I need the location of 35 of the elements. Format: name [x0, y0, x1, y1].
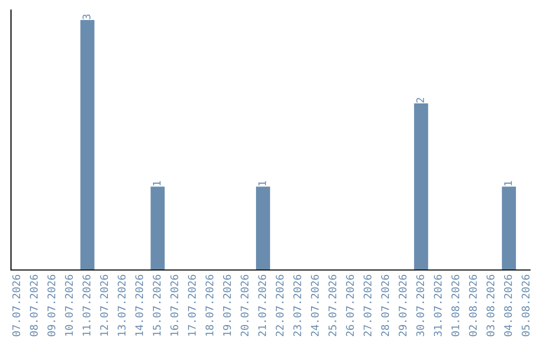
x-tick-label: 30.07.2026 [416, 274, 424, 336]
x-tick-label: 08.07.2026 [30, 274, 38, 336]
data-label: 1 [258, 181, 266, 186]
x-tick-label: 11.07.2026 [82, 274, 90, 336]
x-tick-label: 05.08.2026 [522, 274, 530, 336]
x-tick-label: 13.07.2026 [118, 274, 126, 336]
data-label: 1 [152, 181, 161, 186]
x-tick-label: 14.07.2026 [135, 274, 144, 336]
x-tick-label: 29.07.2026 [398, 274, 407, 336]
x-tick-label: 19.07.2026 [223, 274, 231, 336]
x-tick-label: 28.07.2026 [381, 274, 390, 336]
x-tick-label: 23.07.2026 [293, 274, 302, 336]
x-tick-label: 01.08.2026 [451, 274, 460, 336]
data-label: 1 [504, 181, 512, 186]
x-tick-label: 12.07.2026 [100, 274, 108, 336]
x-tick-label: 16.07.2026 [170, 274, 178, 336]
data-label: 3 [82, 14, 90, 20]
x-tick-label: 27.07.2026 [364, 274, 372, 336]
x-tick-label: 10.07.2026 [65, 274, 73, 336]
x-tick-label: 25.07.2026 [328, 274, 336, 336]
x-tick-label: 20.07.2026 [240, 274, 249, 336]
x-tick-label: 24.07.2026 [310, 274, 319, 336]
x-tick-label: 04.08.2026 [504, 274, 512, 336]
x-tick-label: 21.07.2026 [258, 274, 266, 336]
x-tick-label: 18.07.2026 [206, 274, 214, 336]
x-tick-label: 15.07.2026 [152, 274, 161, 336]
x-tick-label: 17.07.2026 [188, 274, 196, 336]
x-tick-label: 02.08.2026 [468, 274, 477, 336]
x-tick-label: 09.07.2026 [47, 274, 56, 336]
x-tick-label: 07.07.2026 [12, 274, 20, 336]
x-tick-label: 31.07.2026 [434, 274, 442, 336]
x-tick-label: 26.07.2026 [346, 274, 354, 336]
x-tick-label: 22.07.2026 [276, 274, 284, 336]
x-tick-label: 03.08.2026 [486, 274, 494, 336]
data-label: 2 [416, 98, 424, 103]
